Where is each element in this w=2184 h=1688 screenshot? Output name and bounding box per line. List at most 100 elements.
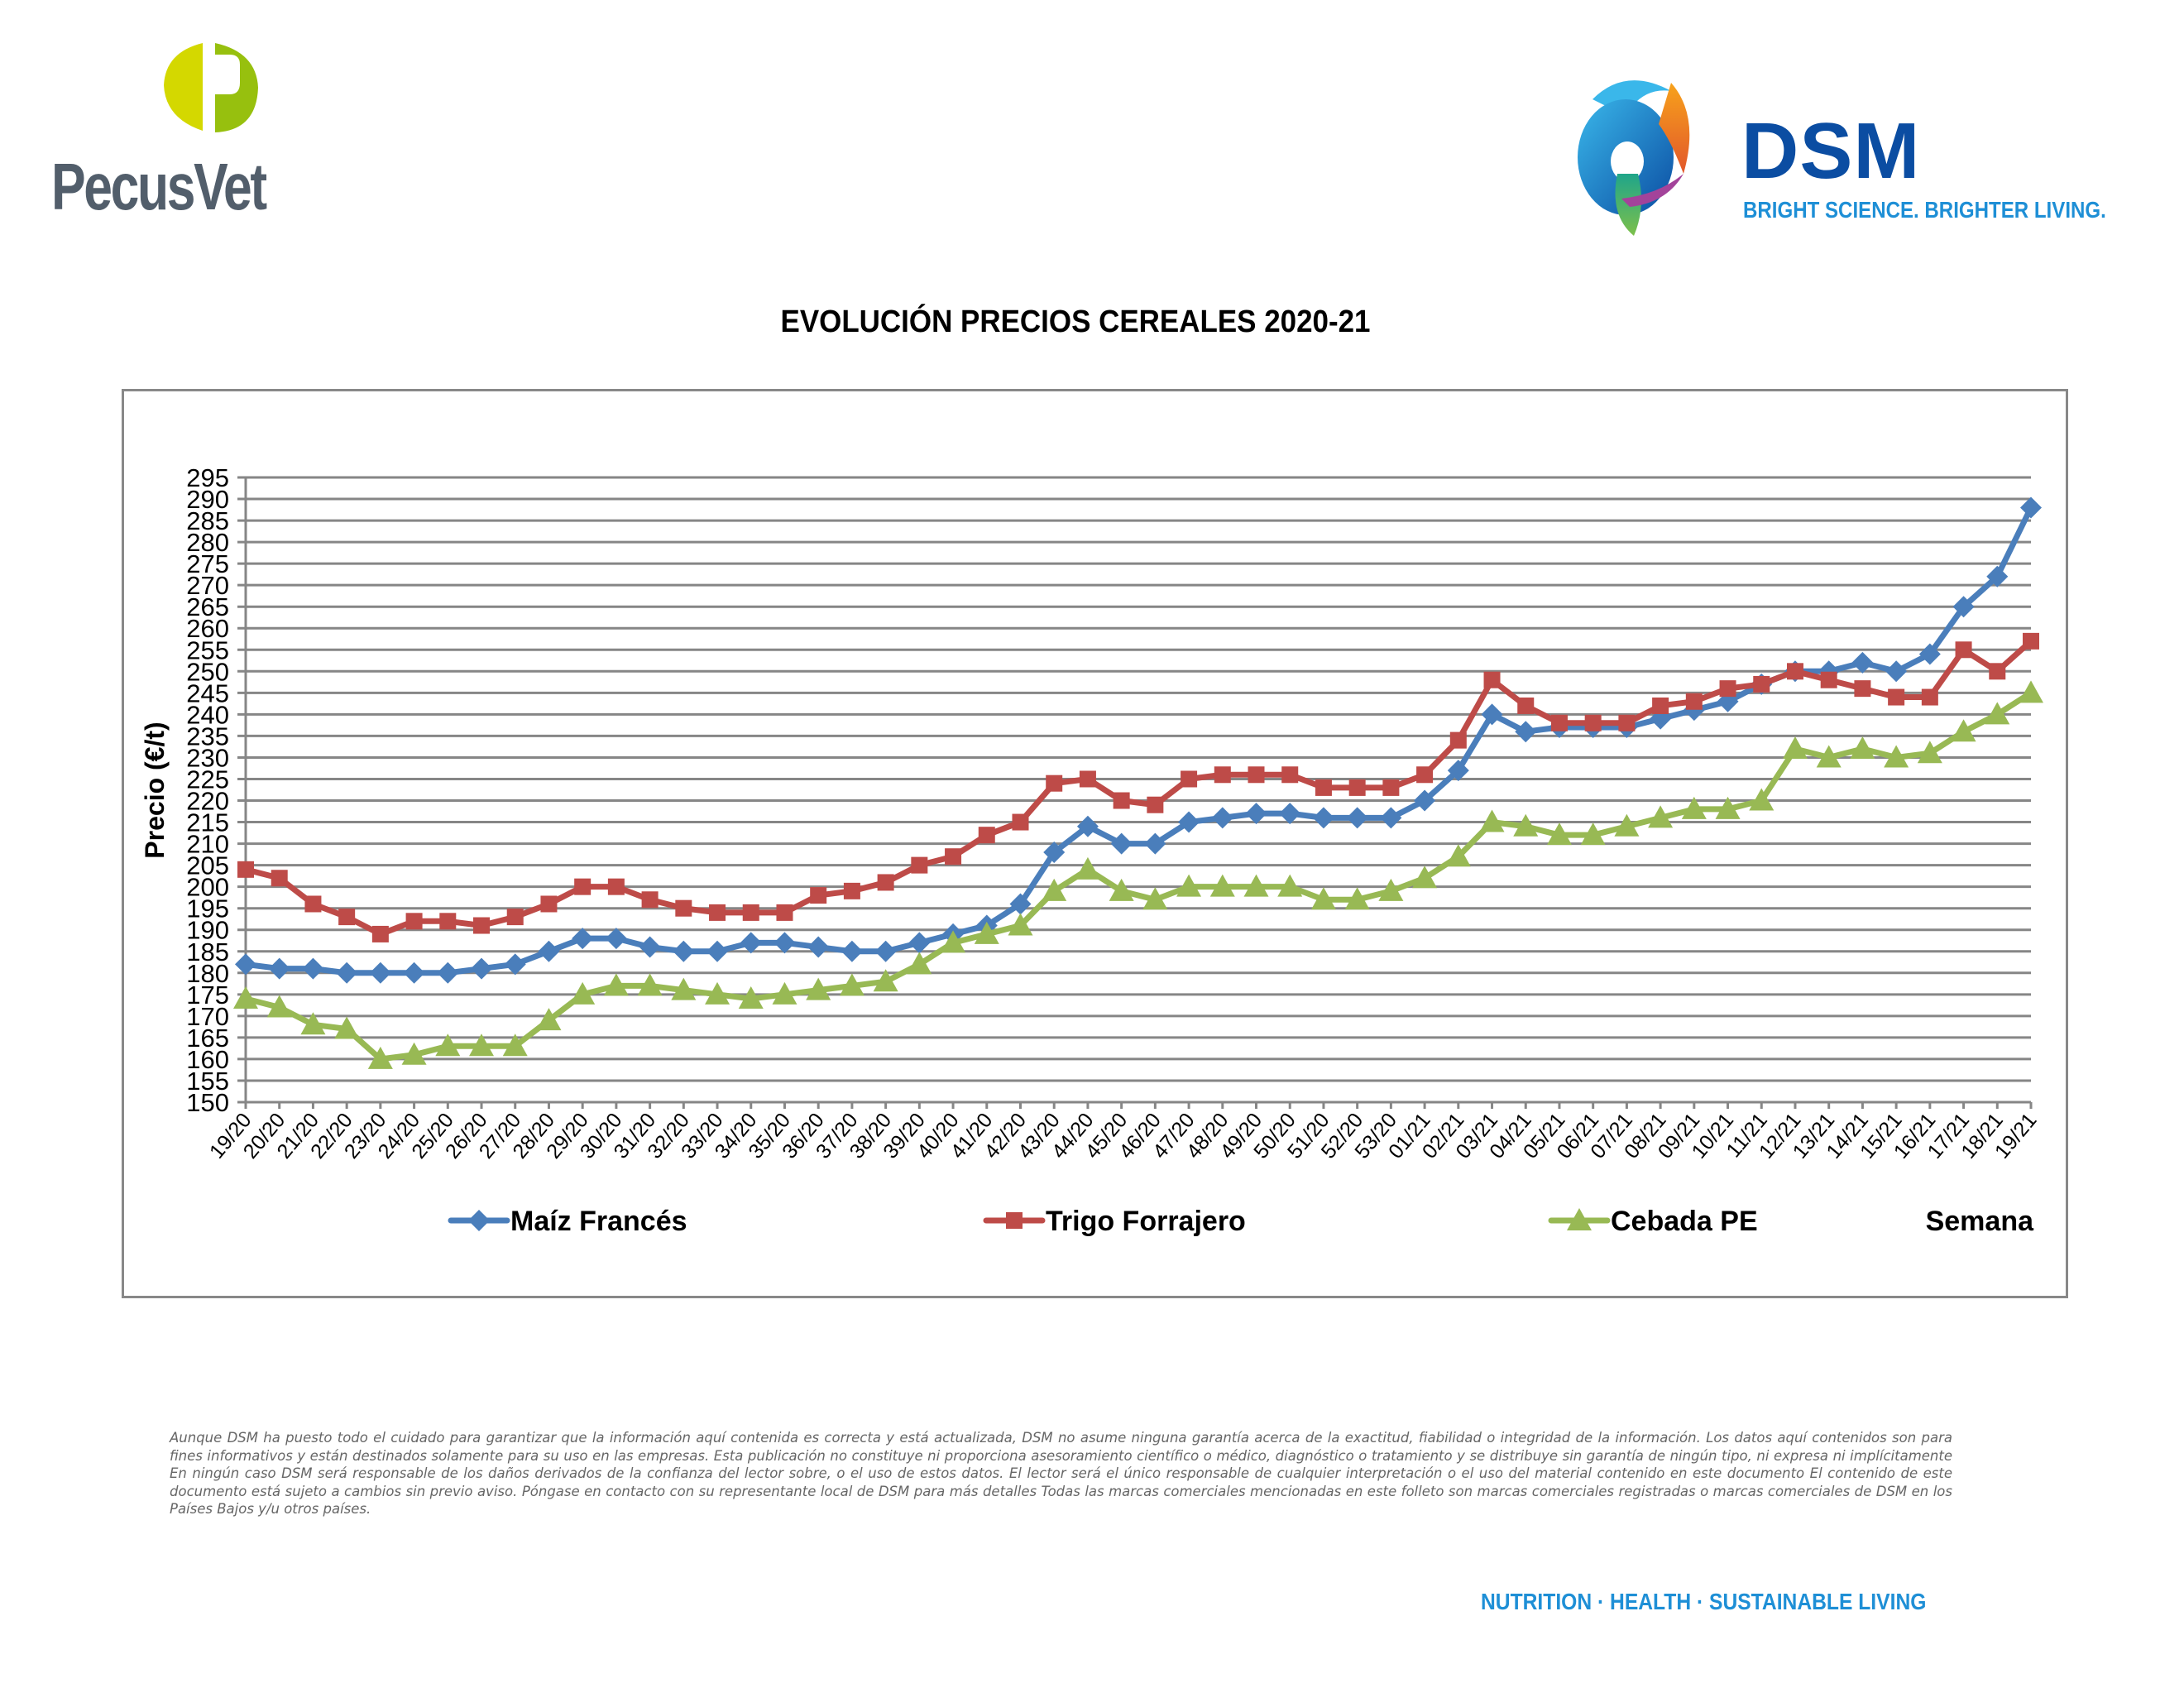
y-tick-label: 205 bbox=[186, 851, 229, 880]
data-point bbox=[607, 878, 625, 895]
data-point bbox=[1550, 714, 1568, 731]
series-cebada-pe bbox=[233, 680, 2043, 1069]
series-trigo-forrajero bbox=[237, 632, 2039, 942]
data-point bbox=[740, 932, 762, 954]
data-point bbox=[401, 1042, 427, 1065]
data-point bbox=[1951, 719, 1976, 742]
data-point bbox=[1614, 813, 1640, 837]
data-point bbox=[978, 827, 995, 844]
y-tick-label: 265 bbox=[186, 592, 229, 621]
data-point bbox=[806, 977, 831, 1000]
data-point bbox=[1989, 663, 2006, 680]
legend-marker bbox=[468, 1210, 490, 1231]
data-point bbox=[1348, 779, 1366, 796]
data-point bbox=[941, 930, 966, 953]
data-point bbox=[1346, 807, 1368, 829]
data-point bbox=[1279, 803, 1301, 825]
series-line bbox=[245, 506, 2034, 976]
data-point bbox=[705, 981, 730, 1005]
data-point bbox=[671, 977, 697, 1000]
data-point bbox=[538, 940, 560, 962]
y-axis-label: Precio (€/t) bbox=[140, 722, 170, 858]
data-point bbox=[1214, 766, 1231, 784]
legend-marker bbox=[1006, 1212, 1023, 1229]
data-point bbox=[742, 904, 759, 921]
data-point bbox=[237, 861, 254, 878]
x-tick-labels: 19/2020/2021/2022/2023/2024/2025/2026/20… bbox=[205, 1109, 2042, 1163]
data-point bbox=[1786, 663, 1803, 680]
y-tick-label: 225 bbox=[186, 765, 229, 794]
data-point bbox=[1109, 878, 1134, 901]
dsm-wordmark: DSM bbox=[1741, 107, 1921, 195]
y-tick-label: 160 bbox=[186, 1045, 229, 1074]
x-axis-label: Semana bbox=[1926, 1206, 2034, 1237]
y-tick-label: 260 bbox=[186, 614, 229, 643]
data-point bbox=[334, 1016, 360, 1039]
data-point bbox=[839, 973, 864, 996]
data-point bbox=[1917, 741, 1942, 764]
data-point bbox=[974, 921, 999, 944]
data-point bbox=[233, 986, 258, 1009]
y-tick-label: 150 bbox=[186, 1088, 229, 1117]
data-point bbox=[437, 961, 459, 984]
data-point bbox=[1618, 714, 1636, 731]
y-tick-label: 170 bbox=[186, 1002, 229, 1031]
y-tick-label: 230 bbox=[186, 743, 229, 772]
data-point bbox=[1075, 856, 1100, 880]
data-point bbox=[1955, 641, 1972, 659]
data-point bbox=[1079, 770, 1096, 788]
data-point bbox=[1816, 745, 1842, 768]
data-point bbox=[843, 882, 860, 899]
data-point bbox=[774, 932, 796, 954]
data-point bbox=[1012, 813, 1029, 831]
data-point bbox=[1584, 714, 1602, 731]
data-point bbox=[738, 986, 764, 1009]
data-point bbox=[439, 913, 457, 930]
data-point bbox=[1110, 832, 1133, 855]
data-point bbox=[776, 904, 793, 921]
data-point bbox=[1447, 760, 1469, 782]
data-point bbox=[1209, 874, 1235, 897]
data-point bbox=[1046, 774, 1063, 792]
legend-label: Trigo Forrajero bbox=[1046, 1206, 1246, 1237]
data-point bbox=[300, 1012, 326, 1035]
y-tick-label: 240 bbox=[186, 700, 229, 729]
data-point bbox=[1685, 693, 1703, 710]
series-line bbox=[245, 690, 2033, 1062]
data-point bbox=[367, 1046, 393, 1069]
y-tick-label: 295 bbox=[186, 463, 229, 492]
data-point bbox=[605, 928, 627, 950]
data-point bbox=[1885, 660, 1908, 683]
data-point bbox=[1850, 736, 1875, 760]
data-point bbox=[266, 995, 292, 1018]
data-point bbox=[1580, 822, 1606, 846]
data-point bbox=[1888, 688, 1905, 706]
data-point bbox=[908, 932, 931, 954]
data-point bbox=[1248, 766, 1265, 784]
data-point bbox=[1178, 811, 1200, 833]
y-tick-label: 235 bbox=[186, 722, 229, 750]
data-point bbox=[1481, 703, 1503, 726]
data-point bbox=[603, 973, 629, 996]
y-tick-label: 275 bbox=[186, 549, 229, 578]
data-point bbox=[2020, 496, 2042, 519]
data-point bbox=[506, 909, 524, 926]
data-point bbox=[1315, 779, 1332, 796]
data-point bbox=[1652, 697, 1669, 714]
data-point bbox=[1043, 842, 1066, 863]
data-point bbox=[336, 961, 358, 984]
legend-item: Trigo Forrajero bbox=[983, 1206, 1246, 1237]
data-point bbox=[641, 891, 659, 909]
pecusvet-logo bbox=[164, 43, 258, 132]
data-point bbox=[570, 981, 596, 1005]
data-point bbox=[371, 925, 389, 942]
data-point bbox=[1281, 766, 1299, 784]
y-tick-label: 200 bbox=[186, 873, 229, 902]
data-point bbox=[1144, 832, 1166, 855]
legend-marker bbox=[1567, 1208, 1592, 1230]
data-point bbox=[572, 928, 594, 950]
data-point bbox=[639, 936, 661, 958]
pecusvet-wordmark: PecusVet bbox=[51, 150, 267, 223]
y-tick-label: 185 bbox=[186, 938, 229, 966]
